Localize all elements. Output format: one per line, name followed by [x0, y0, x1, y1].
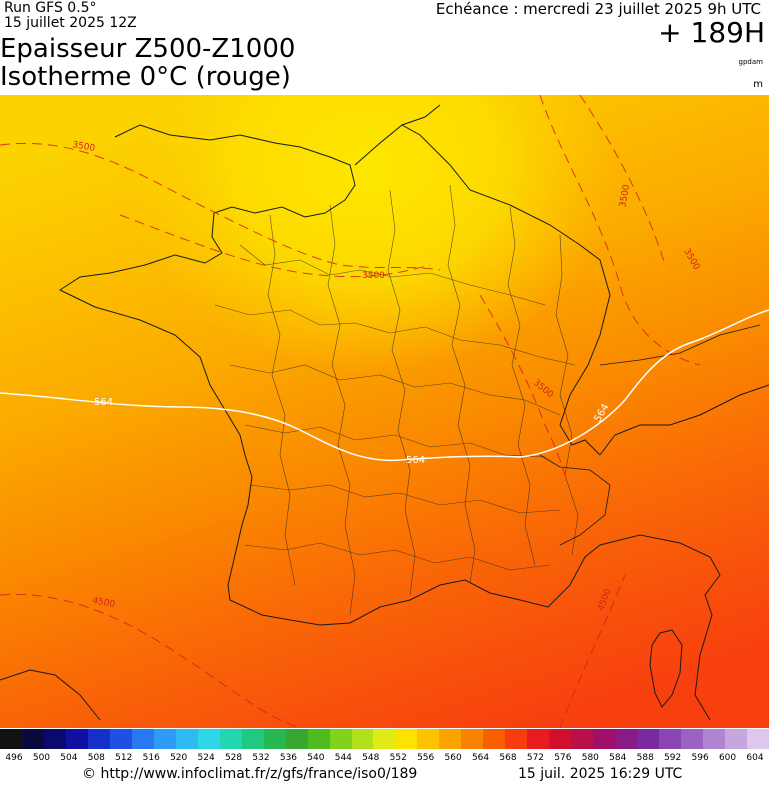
thickness-field-max	[0, 95, 769, 728]
colorbar-swatch	[131, 729, 154, 749]
colorbar-tick-label: 528	[224, 753, 243, 763]
iso0-contours	[0, 95, 701, 728]
colorbar-swatch	[637, 729, 660, 749]
unit-m: m	[753, 79, 763, 90]
colorbar-swatch	[197, 729, 220, 749]
colorbar-swatch	[285, 729, 308, 749]
colorbar-tick-label: 520	[170, 753, 188, 763]
colorbar-tick-label: 500	[32, 753, 51, 763]
colorbar-swatch	[87, 729, 110, 749]
colorbar-swatch	[43, 729, 66, 749]
colorbar-swatch	[175, 729, 198, 749]
colorbar-swatch	[307, 729, 330, 749]
colorbar-swatch	[549, 729, 572, 749]
colorbar-tick-label: 572	[526, 753, 545, 763]
colorbar-swatch	[0, 729, 22, 749]
colorbar-tick-label: 544	[334, 753, 352, 763]
colorbar-tick-label: 532	[252, 753, 270, 763]
colorbar-tick-label: 552	[389, 753, 407, 763]
label-564-a: 564	[94, 397, 113, 408]
colorbar-swatch	[351, 729, 374, 749]
colorbar-tick-label: 580	[581, 753, 599, 763]
colorbar-swatch	[417, 729, 440, 749]
colorbar-tick-label: 600	[718, 753, 737, 763]
colorbar-tick-label: 588	[636, 753, 654, 763]
colorbar-swatch	[724, 729, 747, 749]
label-iso0-c: 3500	[618, 184, 632, 209]
colorbar-tick-label: 576	[554, 753, 572, 763]
colorbar-tick-label: 524	[197, 753, 215, 763]
colorbar-swatch	[659, 729, 682, 749]
forecast-lead-time: + 189H	[658, 16, 765, 49]
colorbar-tick-label: 504	[60, 753, 78, 763]
label-iso0-a: 3500	[71, 140, 96, 154]
colorbar-swatch	[241, 729, 264, 749]
colorbar-tick-label: 592	[664, 753, 682, 763]
colorbar-tick-label: 496	[5, 753, 23, 763]
colorbar-swatch	[439, 729, 462, 749]
run-date: 15 juillet 2025 12Z	[4, 15, 137, 31]
colorbar-swatch	[329, 729, 352, 749]
colorbar-tick-label: 564	[471, 753, 490, 763]
colorbar-tick-label: 560	[444, 753, 462, 763]
colorbar-labels: 496 500 504 508 512 516 520 524 528 532 536 540 544 5…	[0, 753, 769, 765]
colorbar-swatch	[153, 729, 176, 749]
colorbar-swatch	[21, 729, 44, 749]
colorbar-swatch	[615, 729, 638, 749]
colorbar-tick-label: 536	[279, 753, 298, 763]
colorbar-swatch	[703, 729, 725, 749]
colorbar-tick-label: 596	[691, 753, 709, 763]
colorbar-tick-label: 584	[609, 753, 627, 763]
colorbar-swatch	[263, 729, 286, 749]
colorbar-swatch	[219, 729, 242, 749]
colorbar-swatch	[746, 729, 769, 749]
neighbor-borders	[539, 324, 761, 546]
run-label: Run GFS 0.5°	[4, 0, 97, 16]
colorbar-tick-label: 604	[746, 753, 764, 763]
label-iso0-b: 3500	[362, 271, 385, 281]
generated-timestamp: 15 juil. 2025 16:29 UTC	[518, 766, 683, 782]
forecast-valid-time: Echéance : mercredi 23 juillet 2025 9h U…	[435, 0, 761, 18]
colorbar-tick-label: 568	[499, 753, 517, 763]
colorbar-tick-label: 540	[307, 753, 325, 763]
coastlines	[0, 104, 769, 721]
colorbar-tick-label: 556	[417, 753, 435, 763]
colorbar-swatch	[505, 729, 528, 749]
colorbar-tick-label: 512	[115, 753, 133, 763]
source-url[interactable]: © http://www.infoclimat.fr/z/gfs/france/…	[82, 766, 418, 782]
colorbar-swatch	[571, 729, 594, 749]
colorbar-swatch	[593, 729, 616, 749]
colorbar-swatch	[527, 729, 550, 749]
map-title-line2: Isotherme 0°C (rouge)	[0, 62, 291, 92]
colorbar-swatch	[373, 729, 396, 749]
colorbar-swatch	[483, 729, 506, 749]
colorbar-tick-label: 548	[362, 753, 380, 763]
label-iso0-f: 4500	[91, 596, 116, 610]
unit-gpdam: gpdam	[738, 58, 763, 66]
colorbar-tick-label: 516	[142, 753, 160, 763]
map-title-line1: Epaisseur Z500-Z1000	[0, 34, 296, 64]
colorbar-swatch	[65, 729, 88, 749]
colorbar-swatch	[461, 729, 484, 749]
colorbar-swatch	[109, 729, 132, 749]
colorbar-swatch	[681, 729, 703, 749]
department-borders	[214, 184, 579, 616]
label-564-b: 564	[406, 455, 425, 466]
thickness-contour-564	[0, 309, 769, 462]
colorbar-tick-label: 508	[87, 753, 105, 763]
forecast-map[interactable]: 564 564 564 3500 3500 3500 3500 3500 450…	[0, 95, 769, 728]
colorbar-swatch	[395, 729, 418, 749]
colorbar	[0, 729, 769, 749]
